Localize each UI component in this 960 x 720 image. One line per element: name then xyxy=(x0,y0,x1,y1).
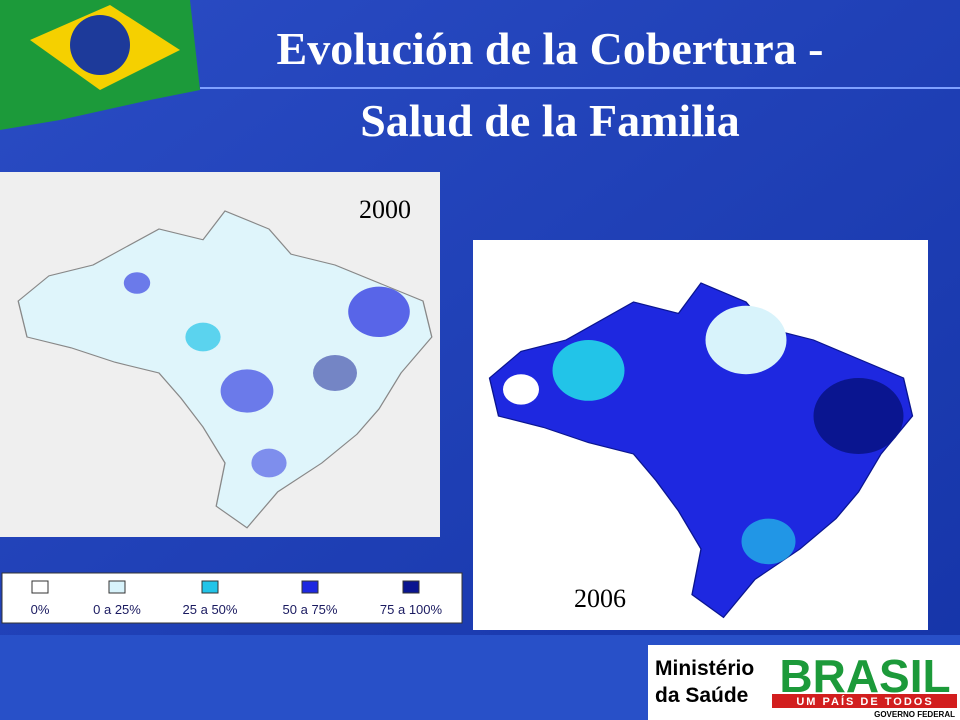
title: Evolución de la Cobertura - xyxy=(277,23,824,74)
legend-swatch xyxy=(108,580,126,594)
map-2006: 2006 xyxy=(473,240,928,630)
legend-label: 0% xyxy=(31,602,50,617)
map-year: 2006 xyxy=(574,584,626,613)
ministry: Ministério xyxy=(655,657,754,680)
brand: BRASIL xyxy=(779,650,950,702)
legend-swatch xyxy=(402,580,420,594)
legend-swatch xyxy=(301,580,319,594)
map-year: 2000 xyxy=(359,195,411,224)
footer: Ministério da Saúde BRASIL UM PAÍS DE TO… xyxy=(0,635,960,720)
government: GOVERNO FEDERAL xyxy=(874,710,955,719)
map-2000: 2000 xyxy=(0,172,440,537)
legend-swatch xyxy=(31,580,49,594)
legend-label: 25 a 50% xyxy=(183,602,238,617)
legend-label: 75 a 100% xyxy=(380,602,443,617)
legend: 0% 0 a 25% 25 a 50% 50 a 75% 75 a 100% xyxy=(1,572,463,624)
title: Salud de la Familia xyxy=(360,95,740,146)
slogan: UM PAÍS DE TODOS xyxy=(796,695,933,708)
ministry: da Saúde xyxy=(655,684,748,707)
legend-swatch xyxy=(201,580,219,594)
flag-decoration xyxy=(0,0,200,130)
legend-label: 0 a 25% xyxy=(93,602,141,617)
legend-label: 50 a 75% xyxy=(283,602,338,617)
